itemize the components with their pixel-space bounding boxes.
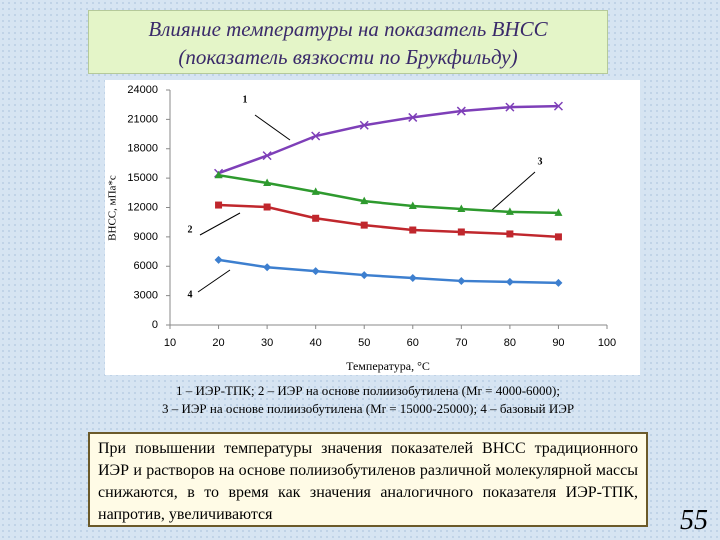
point	[263, 178, 272, 187]
series-line	[218, 104, 559, 175]
chart-area	[105, 80, 640, 375]
point	[360, 271, 369, 280]
point	[214, 255, 223, 264]
x-tick-label: 20	[212, 337, 224, 349]
point	[408, 274, 417, 282]
caption: 1 – ИЭР-ТПК; 2 – ИЭР на основе полиизобу…	[88, 382, 648, 418]
y-tick-label: 15000	[127, 172, 158, 184]
point	[457, 276, 466, 285]
point	[262, 151, 272, 161]
x-tick-label: 80	[504, 337, 516, 349]
slide-number: 55	[680, 505, 708, 536]
y-tick-label: 9000	[134, 231, 158, 243]
series-label: 4	[188, 289, 193, 300]
x-tick-label: 40	[310, 337, 322, 349]
conclusion: При повышении температуры значения показ…	[88, 432, 648, 527]
series-line	[218, 258, 559, 285]
point	[214, 170, 223, 179]
y-tick-label: 18000	[127, 143, 158, 155]
y-tick-label: 6000	[134, 260, 158, 272]
point	[312, 214, 320, 222]
point	[505, 207, 514, 215]
point	[506, 230, 514, 238]
chart: ВНСС, мПа*с Температура, °С 0 3000 6000 900…	[105, 80, 640, 375]
point	[263, 203, 271, 211]
point	[553, 101, 563, 111]
series-label: 1	[243, 94, 248, 105]
point	[263, 263, 272, 272]
series-label: 2	[188, 224, 193, 235]
y-tick-label: 3000	[134, 290, 158, 302]
x-tick-label: 30	[261, 337, 273, 349]
x-tick-label: 70	[455, 337, 467, 349]
y-tick-label: 24000	[127, 84, 158, 96]
x-axis-label: Температура, °С	[346, 359, 430, 373]
point	[311, 131, 321, 141]
x-tick-label: 10	[164, 337, 176, 349]
leader-line	[199, 212, 241, 236]
leader-line	[491, 171, 536, 211]
y-tick-label: 21000	[127, 113, 158, 125]
point	[408, 201, 417, 210]
point	[457, 228, 465, 236]
point	[456, 106, 466, 116]
y-tick-label: 0	[152, 319, 158, 331]
point	[311, 187, 320, 195]
point	[409, 226, 417, 234]
title-line: (показатель вязкости по Брукфильду)	[178, 45, 518, 69]
leader-line	[254, 114, 291, 141]
point	[408, 112, 418, 122]
title-line: Влияние температуры на показатель ВНСС	[148, 17, 548, 41]
title-box: Влияние температуры на показатель ВНСС (…	[88, 10, 608, 74]
point	[554, 233, 562, 241]
caption-line: 1 – ИЭР-ТПК; 2 – ИЭР на основе полиизобу…	[175, 383, 560, 398]
point	[215, 201, 223, 209]
point	[554, 208, 563, 216]
leader-line	[197, 269, 231, 293]
x-tick-label: 90	[552, 337, 564, 349]
series-label: 3	[538, 156, 543, 167]
point	[359, 120, 369, 130]
y-axis-label: ВНСС, мПа*с	[107, 175, 119, 241]
x-tick-label: 60	[407, 337, 419, 349]
point	[360, 196, 369, 205]
y-tick-label: 12000	[127, 201, 158, 213]
x-tick-label: 100	[598, 337, 616, 349]
point	[554, 278, 563, 287]
point	[311, 267, 320, 276]
point	[457, 204, 466, 212]
point	[360, 221, 368, 229]
series-line	[218, 203, 559, 239]
series-line	[218, 173, 559, 215]
x-tick-label: 50	[358, 337, 370, 349]
point	[505, 102, 515, 112]
caption-line: 3 – ИЭР на основе полиизобутилена (Mr = …	[161, 401, 575, 416]
point	[505, 277, 514, 286]
